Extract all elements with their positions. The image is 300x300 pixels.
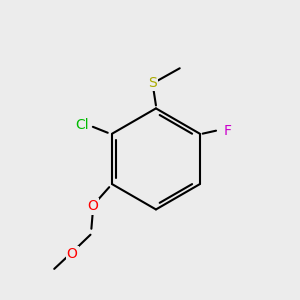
Text: F: F [224,124,232,138]
Text: S: S [148,76,157,90]
Text: O: O [67,247,77,261]
Text: Cl: Cl [76,118,89,132]
Text: O: O [87,200,98,214]
